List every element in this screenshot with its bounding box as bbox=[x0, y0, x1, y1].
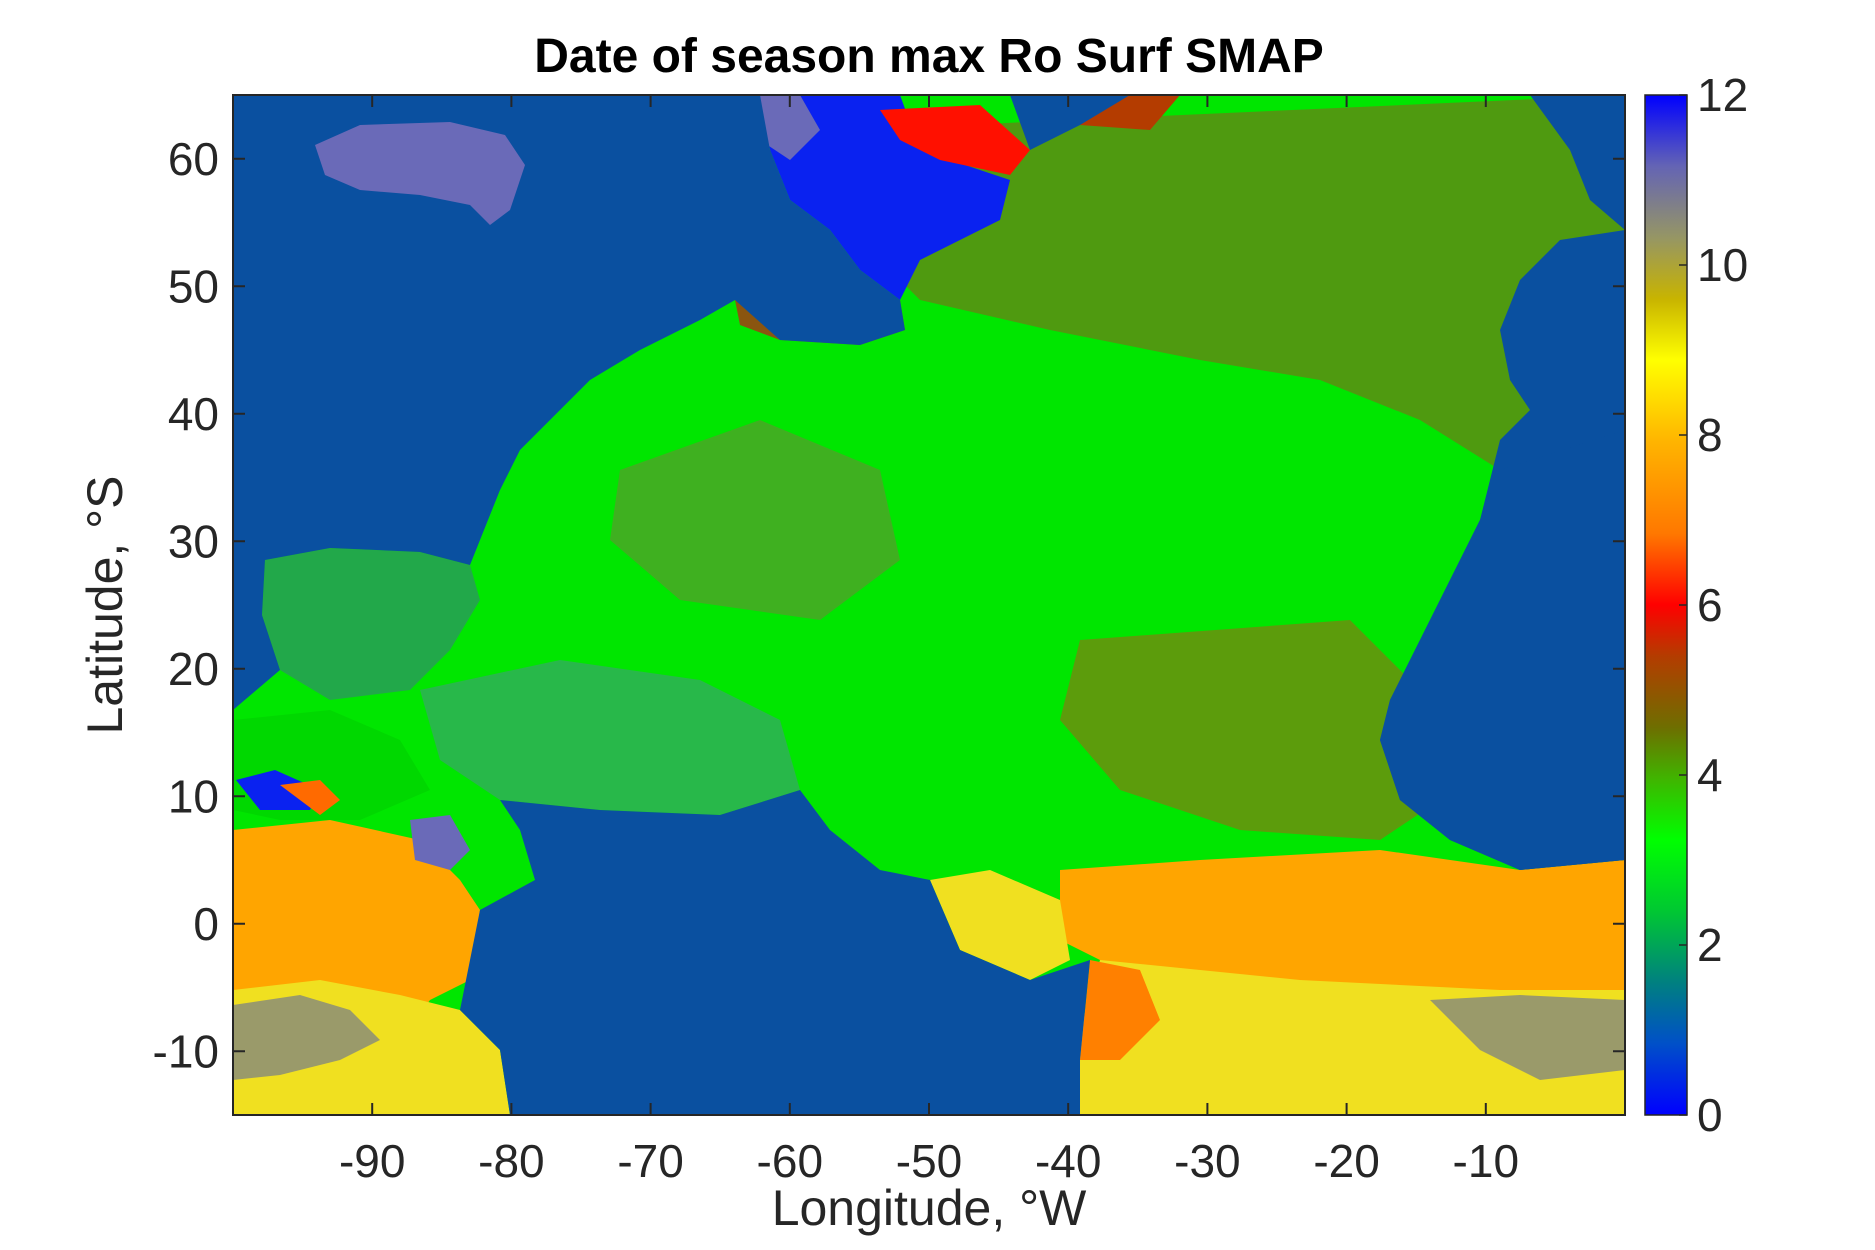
colorbar-tick-label: 2 bbox=[1697, 919, 1723, 971]
y-tick-label: 30 bbox=[168, 515, 219, 567]
y-axis-label: Latitude, °S bbox=[77, 475, 133, 734]
x-tick-label: -20 bbox=[1313, 1135, 1379, 1187]
colorbar-tick-label: 8 bbox=[1697, 409, 1723, 461]
chart-title: Date of season max Ro Surf SMAP bbox=[534, 30, 1324, 83]
region-eastern-olive bbox=[1060, 620, 1440, 840]
y-tick-label: 20 bbox=[168, 643, 219, 695]
map-plot bbox=[233, 95, 1625, 1115]
region-greenland-red bbox=[880, 105, 1030, 175]
x-tick-label: -10 bbox=[1453, 1135, 1519, 1187]
region-south-pacific-gray bbox=[233, 995, 380, 1080]
x-axis-label: Longitude, °W bbox=[772, 1180, 1087, 1236]
colorbar-ticks: 0 2 4 6 8 10 12 bbox=[1679, 69, 1748, 1141]
land-greenland bbox=[1010, 95, 1130, 150]
y-tick-label: -10 bbox=[153, 1025, 219, 1077]
land-hudson-bay-outline bbox=[315, 122, 525, 225]
region-pacific-gray-patch bbox=[410, 815, 470, 870]
region-south-atlantic-gray bbox=[1430, 995, 1625, 1080]
land-europe-north bbox=[1530, 95, 1625, 230]
x-tick-label: -80 bbox=[478, 1135, 544, 1187]
colorbar-tick-label: 12 bbox=[1697, 69, 1748, 121]
y-tick-label: 0 bbox=[193, 898, 219, 950]
x-tick-label: -70 bbox=[617, 1135, 683, 1187]
region-labrador-sea bbox=[760, 95, 1010, 300]
y-tick-label: 10 bbox=[168, 770, 219, 822]
x-tick-label: -30 bbox=[1174, 1135, 1240, 1187]
y-axis-ticks: -10 0 10 20 30 40 50 60 bbox=[153, 133, 1625, 1077]
region-subpolar-olive bbox=[850, 95, 1625, 470]
region-tropical-atlantic-orange bbox=[1060, 850, 1625, 1000]
colorbar-tick-label: 4 bbox=[1697, 749, 1723, 801]
x-axis-ticks: -90 -80 -70 -60 -50 -40 -30 -20 -10 bbox=[339, 95, 1519, 1187]
x-tick-label: -50 bbox=[896, 1135, 962, 1187]
land-africa-west bbox=[1380, 430, 1625, 870]
region-caribbean bbox=[420, 660, 800, 815]
x-tick-label: -40 bbox=[1035, 1135, 1101, 1187]
colorbar-tick-label: 10 bbox=[1697, 239, 1748, 291]
colorbar-tick-label: 0 bbox=[1697, 1089, 1723, 1141]
region-pacific-red-patch bbox=[280, 780, 340, 815]
region-gulf-of-mexico bbox=[262, 548, 480, 700]
y-tick-label: 40 bbox=[168, 388, 219, 440]
y-tick-label: 60 bbox=[168, 133, 219, 185]
x-tick-label: -90 bbox=[339, 1135, 405, 1187]
region-pacific-blue-patch bbox=[236, 770, 320, 810]
y-tick-label: 50 bbox=[168, 260, 219, 312]
land-south-america bbox=[460, 790, 1090, 1115]
region-central-patch bbox=[610, 420, 900, 620]
x-tick-label: -60 bbox=[757, 1135, 823, 1187]
land-north-america bbox=[233, 95, 905, 710]
colorbar-tick-label: 6 bbox=[1697, 579, 1723, 631]
region-brazil-orange bbox=[1080, 960, 1160, 1060]
region-amazon-plume bbox=[930, 870, 1070, 980]
